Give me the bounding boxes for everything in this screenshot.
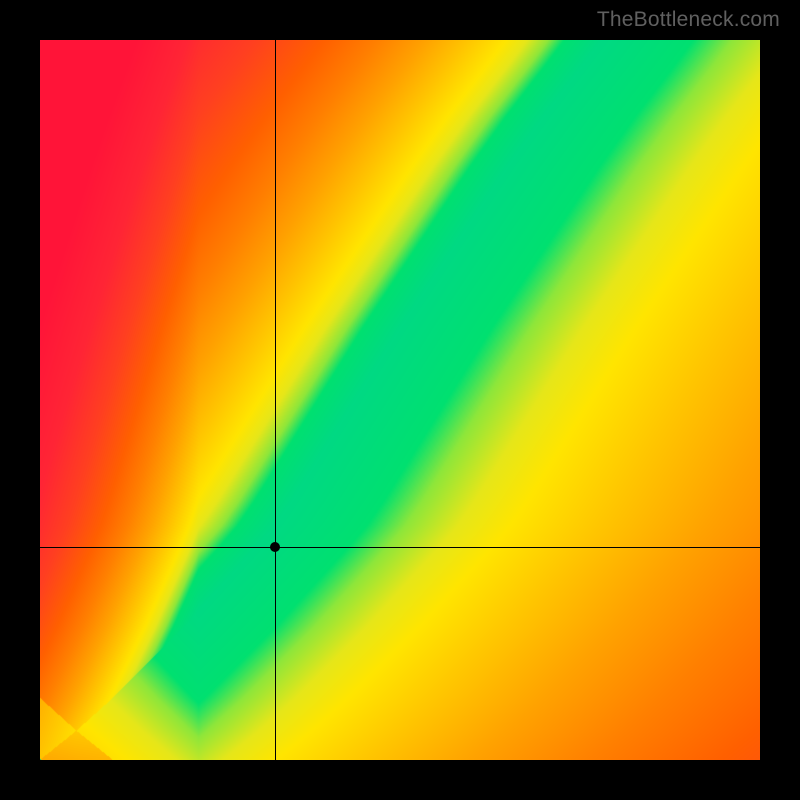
watermark-text: TheBottleneck.com xyxy=(597,8,780,32)
heatmap-canvas xyxy=(40,40,760,760)
bottleneck-heatmap xyxy=(40,40,760,760)
